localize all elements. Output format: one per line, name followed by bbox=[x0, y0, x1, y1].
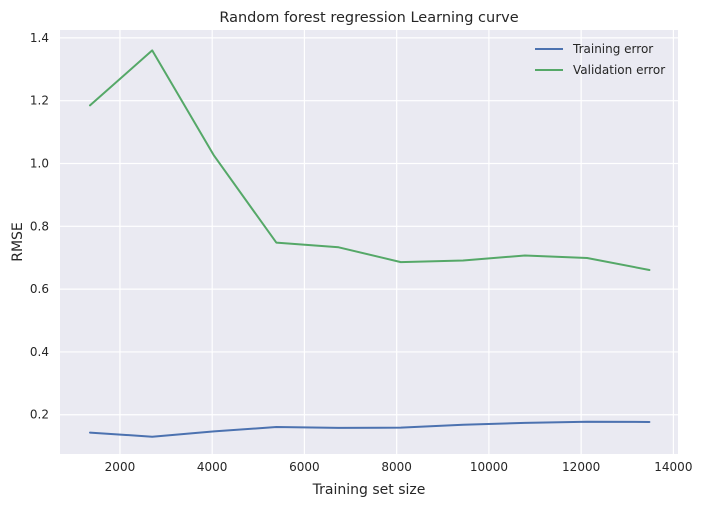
legend-label: Validation error bbox=[573, 63, 665, 77]
series-layer bbox=[89, 49, 651, 438]
x-tick-label: 6000 bbox=[289, 460, 320, 474]
x-axis-label: Training set size bbox=[312, 482, 426, 498]
chart-title: Random forest regression Learning curve bbox=[219, 10, 518, 26]
y-tick-label: 1.2 bbox=[30, 94, 49, 108]
x-tick-label: 14000 bbox=[654, 460, 692, 474]
plot-area-background bbox=[60, 30, 678, 454]
y-tick-label: 0.4 bbox=[30, 345, 49, 359]
x-tick-label: 10000 bbox=[470, 460, 508, 474]
x-tick-label: 12000 bbox=[562, 460, 600, 474]
legend-label: Training error bbox=[572, 42, 653, 56]
y-tick-label: 1.4 bbox=[30, 31, 49, 45]
legend: Training error Validation error bbox=[535, 42, 665, 77]
x-tick-label: 2000 bbox=[105, 460, 136, 474]
x-tick-label: 8000 bbox=[381, 460, 412, 474]
y-tick-label: 0.2 bbox=[30, 408, 49, 422]
y-tick-label: 1.0 bbox=[30, 156, 49, 170]
x-tick-labels: 2000 4000 6000 8000 10000 12000 14000 bbox=[105, 460, 693, 474]
series-line-training-error bbox=[89, 420, 651, 438]
x-tick-label: 4000 bbox=[197, 460, 228, 474]
y-tick-label: 0.6 bbox=[30, 282, 49, 296]
y-axis-label: RMSE bbox=[10, 222, 26, 262]
y-tick-labels: 0.2 0.4 0.6 0.8 1.0 1.2 1.4 bbox=[30, 31, 49, 422]
y-tick-label: 0.8 bbox=[30, 219, 49, 233]
series-line-validation-error bbox=[89, 49, 651, 271]
grid-lines bbox=[60, 30, 678, 454]
